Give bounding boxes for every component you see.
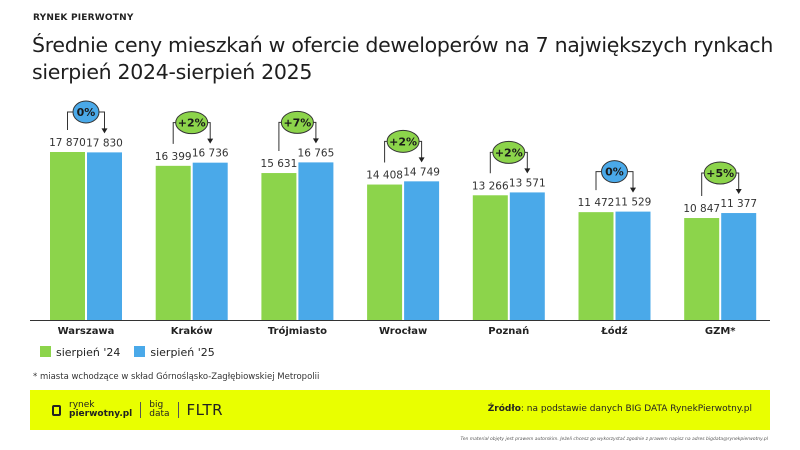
bar-2024 xyxy=(155,165,191,320)
legend-label: sierpień '25 xyxy=(150,346,215,359)
bar-2024 xyxy=(578,212,614,320)
bar-2024 xyxy=(367,184,403,320)
category-label: Poznań xyxy=(488,325,529,337)
change-label: +2% xyxy=(495,146,523,159)
footer-banner: rynek pierwotny.pl big data FLTR Źródło: n… xyxy=(30,390,770,430)
kicker: RYNEK PIERWOTNY xyxy=(33,13,134,23)
category-label: Kraków xyxy=(171,325,213,337)
change-label: 0% xyxy=(605,166,624,179)
bar-chart: 17 870 17 830 Warszawa 0% 16 399 16 736 Kraków… xyxy=(30,100,770,337)
change-badge xyxy=(703,161,737,185)
title-line-2: sierpień 2024-sierpień 2025 xyxy=(32,60,313,84)
category-label: Warszawa xyxy=(58,326,115,337)
data-label: 14 749 xyxy=(403,166,440,178)
bar-2025 xyxy=(615,211,651,320)
category-label: Łódź xyxy=(600,325,627,337)
legend-swatch xyxy=(134,346,146,357)
change-label: +2% xyxy=(389,135,417,148)
bar-2025 xyxy=(509,192,545,320)
legend: sierpień '24 sierpień '25 xyxy=(40,346,215,359)
bar-2024 xyxy=(261,173,297,320)
arrow-down-icon xyxy=(524,168,531,174)
arrow-down-icon xyxy=(418,157,425,163)
change-badge xyxy=(175,111,209,135)
data-label: 11 472 xyxy=(578,197,615,209)
data-label: 13 571 xyxy=(509,177,546,189)
arrow-down-icon xyxy=(207,138,214,144)
arrow-down-icon xyxy=(735,189,742,195)
title-line-1: Średnie ceny mieszkań w ofercie dewelope… xyxy=(32,33,774,57)
bar-2024 xyxy=(684,218,720,320)
bar-2024 xyxy=(472,195,508,320)
legend-item-2025: sierpień '25 xyxy=(134,346,215,359)
logo: rynek pierwotny.pl big data FLTR xyxy=(52,401,223,419)
data-label: 17 870 xyxy=(49,137,86,149)
data-label: 16 765 xyxy=(298,147,335,159)
legend-swatch xyxy=(40,346,51,357)
source: Źródło: na podstawie danych BIG DATA Ryn… xyxy=(487,404,752,414)
category-label: GZM* xyxy=(705,326,736,337)
footnote: * miasta wchodzące w skład Górnośląsko-Z… xyxy=(33,372,320,382)
legend-item-2024: sierpień '24 xyxy=(40,346,120,359)
change-badge xyxy=(492,140,526,164)
logo-icon xyxy=(52,404,61,416)
bar-2025 xyxy=(87,152,122,320)
data-label: 16 736 xyxy=(192,148,229,160)
change-label: +7% xyxy=(283,116,311,129)
data-label: 14 408 xyxy=(366,170,403,182)
category-label: Trójmiasto xyxy=(268,325,327,337)
bar-2025 xyxy=(192,162,228,320)
arrow-down-icon xyxy=(312,138,319,144)
change-badge xyxy=(280,110,314,134)
copyright: Ten materiał objęty jest prawem autorski… xyxy=(460,437,768,442)
data-label: 10 847 xyxy=(683,203,720,215)
arrow-down-icon xyxy=(630,187,636,193)
data-label: 17 830 xyxy=(86,137,123,149)
data-label: 16 399 xyxy=(155,151,192,163)
data-label: 13 266 xyxy=(472,180,509,192)
change-badge xyxy=(386,129,420,153)
bar-2025 xyxy=(298,162,334,320)
data-label: 15 631 xyxy=(261,158,298,170)
data-label: 11 529 xyxy=(615,197,652,209)
change-badge xyxy=(72,100,100,124)
category-label: Wrocław xyxy=(379,326,427,337)
legend-label: sierpień '24 xyxy=(56,346,121,359)
bar-2025 xyxy=(721,213,757,320)
change-label: 0% xyxy=(77,106,96,119)
data-label: 11 377 xyxy=(720,198,757,210)
change-label: +2% xyxy=(178,117,206,130)
bar-2025 xyxy=(404,181,440,320)
change-label: +5% xyxy=(706,167,734,180)
arrow-down-icon xyxy=(101,128,108,134)
bar-2024 xyxy=(50,152,85,320)
change-badge xyxy=(601,160,628,184)
page-title: Średnie ceny mieszkań w ofercie dewelope… xyxy=(32,32,773,86)
